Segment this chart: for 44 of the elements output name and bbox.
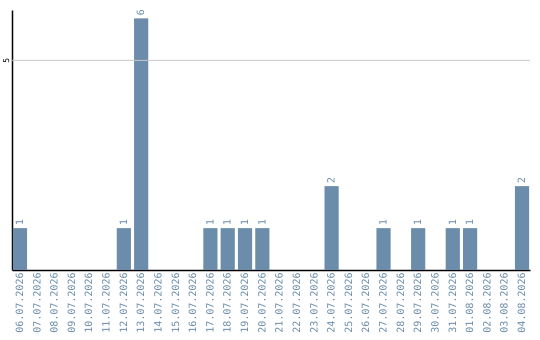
data-label: 1: [14, 219, 26, 226]
x-tick-label: 01.08.2026: [465, 272, 476, 333]
data-label: 6: [136, 9, 148, 16]
x-tick-label: 31.07.2026: [448, 272, 459, 333]
x-tick-label: 02.08.2026: [482, 272, 494, 333]
x-tick-label: 03.08.2026: [500, 272, 511, 333]
x-tick-label: 07.07.2026: [32, 272, 44, 333]
data-label: 2: [517, 177, 528, 184]
x-tick-label: 10.07.2026: [84, 272, 96, 333]
x-tick-label: 06.07.2026: [14, 272, 26, 333]
data-label: 2: [326, 177, 338, 184]
x-tick-label: 18.07.2026: [222, 272, 234, 333]
data-label: 1: [465, 219, 476, 226]
data-label: 1: [222, 219, 234, 226]
x-tick-label: 11.07.2026: [102, 272, 113, 333]
x-tick-label: 16.07.2026: [188, 272, 200, 333]
data-label: 1: [240, 219, 252, 226]
x-tick-label: 26.07.2026: [361, 272, 372, 333]
x-tick-label: 25.07.2026: [344, 272, 355, 333]
x-tick-label: 04.08.2026: [517, 272, 528, 333]
x-tick-label: 13.07.2026: [136, 272, 148, 333]
x-tick-label: 21.07.2026: [274, 272, 286, 333]
x-tick-label: 20.07.2026: [257, 272, 268, 333]
x-tick-label: 08.07.2026: [50, 272, 61, 333]
x-tick-label: 15.07.2026: [170, 272, 182, 333]
data-label: 1: [205, 219, 216, 226]
x-tick-label: 14.07.2026: [153, 272, 164, 333]
x-tick-label: 22.07.2026: [292, 272, 303, 333]
data-label: 1: [448, 219, 459, 226]
x-tick-label: 24.07.2026: [326, 272, 338, 333]
x-tick-label: 09.07.2026: [66, 272, 78, 333]
x-tick-label: 12.07.2026: [118, 272, 130, 333]
x-tick-label: 23.07.2026: [309, 272, 320, 333]
data-label: 1: [378, 219, 390, 226]
x-tick-label: 30.07.2026: [430, 272, 442, 333]
data-label: 1: [118, 219, 130, 226]
x-tick-label: 29.07.2026: [413, 272, 424, 333]
x-tick-label: 17.07.2026: [205, 272, 216, 333]
x-tick-label: 19.07.2026: [240, 272, 252, 333]
data-label: 1: [413, 219, 424, 226]
ref-line-label: 5: [2, 58, 11, 63]
x-tick-label: 27.07.2026: [378, 272, 390, 333]
x-tick-label: 28.07.2026: [396, 272, 407, 333]
data-label: 1: [257, 219, 268, 226]
